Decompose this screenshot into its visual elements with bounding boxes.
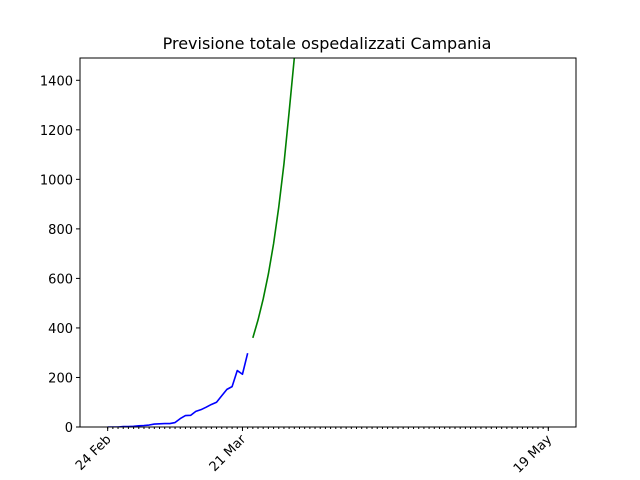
y-tick-label: 0 xyxy=(65,421,73,436)
series-lines xyxy=(107,58,296,427)
chart-title: Previsione totale ospedalizzati Campania xyxy=(163,34,492,53)
y-tick-label: 600 xyxy=(48,272,73,287)
y-tick-label: 1400 xyxy=(40,74,73,89)
y-tick-label: 800 xyxy=(48,223,73,238)
plot-frame xyxy=(79,57,577,428)
series-forecast-line xyxy=(252,58,296,339)
axis-ticks: 0 200 400 600 800 1000 1200 1400 24 Feb 21 Mar 19 … xyxy=(40,74,555,476)
x-tick-label: 19 May xyxy=(511,432,555,476)
x-tick-label: 24 Feb xyxy=(73,432,115,474)
series-observed-line xyxy=(107,353,249,427)
y-tick-label: 200 xyxy=(48,371,73,386)
y-tick-label: 400 xyxy=(48,322,73,337)
y-tick-label: 1000 xyxy=(40,173,73,188)
y-tick-label: 1200 xyxy=(40,124,73,139)
x-tick-label: 21 Mar xyxy=(207,432,250,475)
